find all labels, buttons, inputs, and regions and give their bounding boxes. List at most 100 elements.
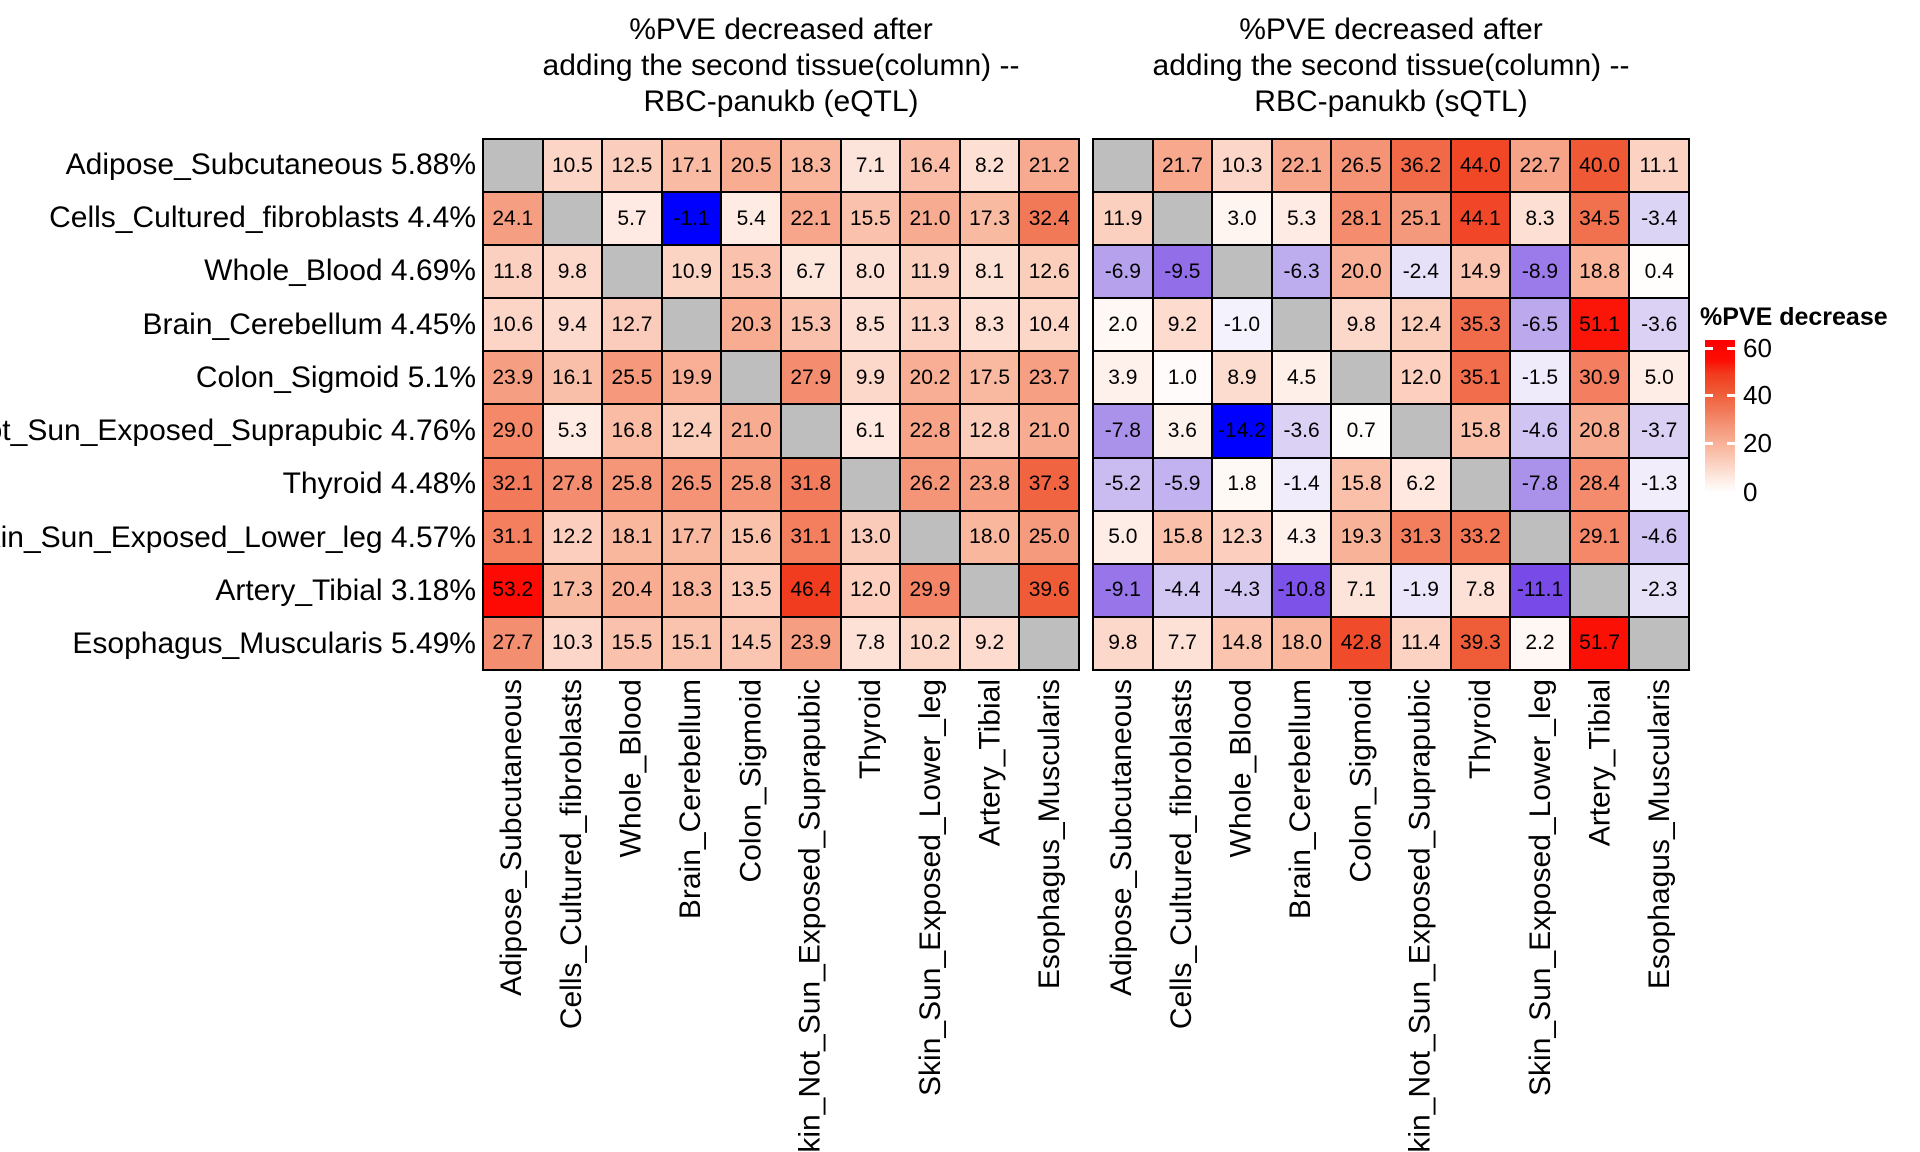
heatmap-cell: 12.7 (603, 299, 661, 351)
heatmap-cell: 17.1 (662, 140, 721, 192)
heatmap-cell: 15.8 (1332, 458, 1390, 510)
heatmap-na-cell (1153, 193, 1212, 245)
heatmap-cell: 11.1 (1630, 140, 1688, 192)
heatmap-cell: 26.5 (662, 458, 721, 510)
row-tissue-label: Brain_Cerebellum 4.45% (142, 307, 476, 341)
heatmap-sqtl: 21.7 10.3 22.1 26.5 36.2 44.0 22.7 40.0 11.1 11.9… (1092, 138, 1690, 671)
heatmap-cell: 22.8 (901, 405, 959, 457)
heatmap-cell: -1.3 (1630, 458, 1688, 510)
heatmap-cell: 11.9 (1094, 193, 1152, 245)
heatmap-cell: 13.0 (841, 511, 900, 563)
heatmap-cell: -4.4 (1153, 564, 1212, 616)
heatmap-cell: 17.7 (662, 511, 721, 563)
heatmap-cell: 18.8 (1570, 246, 1629, 298)
heatmap-cell: 39.3 (1451, 617, 1510, 669)
heatmap-cell: 11.9 (901, 246, 959, 298)
heatmap-cell: 14.8 (1213, 617, 1271, 669)
heatmap-cell: 32.1 (484, 458, 542, 510)
column-tissue-label-eqtl: Skin_Not_Sun_Exposed_Suprapubic (793, 679, 827, 1152)
heatmap-cell: -3.6 (1272, 405, 1331, 457)
column-tissue-label-eqtl: Adipose_Subcutaneous (494, 679, 528, 996)
heatmap-cell: -4.3 (1213, 564, 1271, 616)
legend-tick-label: 20 (1743, 428, 1772, 458)
heatmap-cell: 12.6 (1020, 246, 1078, 298)
heatmap-cell: 9.2 (960, 617, 1019, 669)
heatmap-cell: 2.0 (1094, 299, 1152, 351)
heatmap-cell: 28.4 (1570, 458, 1629, 510)
heatmap-cell: -14.2 (1213, 405, 1271, 457)
heatmap-cell: 24.1 (484, 193, 542, 245)
heatmap-cell: 23.9 (484, 352, 542, 404)
heatmap-cell: 21.0 (901, 193, 959, 245)
heatmap-cell: 17.5 (960, 352, 1019, 404)
heatmap-cell: 5.0 (1094, 511, 1152, 563)
heatmap-cell: 44.1 (1451, 193, 1510, 245)
column-tissue-label-eqtl: Artery_Tibial (973, 679, 1007, 847)
heatmap-cell: -5.9 (1153, 458, 1212, 510)
heatmap-cell: 23.8 (960, 458, 1019, 510)
heatmap-cell: 10.5 (543, 140, 602, 192)
heatmap-cell: 5.7 (603, 193, 661, 245)
heatmap-cell: 31.1 (781, 511, 840, 563)
heatmap-cell: 21.0 (722, 405, 780, 457)
heatmap-cell: 21.0 (1020, 405, 1078, 457)
heatmap-cell: -2.3 (1630, 564, 1688, 616)
heatmap-cell: 0.4 (1630, 246, 1688, 298)
row-tissue-label: Artery_Tibial 3.18% (215, 574, 476, 608)
heatmap-cell: 46.4 (781, 564, 840, 616)
row-tissue-label: Colon_Sigmoid 5.1% (195, 360, 476, 394)
heatmap-cell: -1.5 (1511, 352, 1569, 404)
heatmap-cell: 51.7 (1570, 617, 1629, 669)
heatmap-cell: 51.1 (1570, 299, 1629, 351)
column-tissue-label-sqtl: Adipose_Subcutaneous (1104, 679, 1138, 996)
heatmap-cell: 25.1 (1391, 193, 1450, 245)
row-tissue-label: Thyroid 4.48% (282, 467, 476, 501)
legend-tick-dash (1705, 442, 1713, 445)
heatmap-cell: 18.0 (960, 511, 1019, 563)
column-tissue-label-eqtl: Skin_Sun_Exposed_Lower_leg (913, 679, 947, 1096)
heatmap-cell: 31.3 (1391, 511, 1450, 563)
column-tissue-label-sqtl: Thyroid (1463, 679, 1497, 780)
heatmap-cell: 12.4 (1391, 299, 1450, 351)
heatmap-cell: 17.3 (543, 564, 602, 616)
heatmap-cell: -9.1 (1094, 564, 1152, 616)
heatmap-cell: 6.7 (781, 246, 840, 298)
heatmap-cell: 10.2 (901, 617, 959, 669)
heatmap-cell: 23.7 (1020, 352, 1078, 404)
heatmap-cell: 8.5 (841, 299, 900, 351)
heatmap-cell: 8.0 (841, 246, 900, 298)
legend-tick-dash (1705, 394, 1713, 397)
heatmap-cell: 3.6 (1153, 405, 1212, 457)
heatmap-cell: -3.4 (1630, 193, 1688, 245)
legend-tick-dash (1727, 394, 1735, 397)
heatmap-cell: 25.8 (603, 458, 661, 510)
column-tissue-label-sqtl: Cells_Cultured_fibroblasts (1164, 679, 1198, 1030)
column-tissue-label-sqtl: Skin_Not_Sun_Exposed_Suprapubic (1403, 679, 1437, 1152)
heatmap-cell: 5.0 (1630, 352, 1688, 404)
heatmap-cell: 19.3 (1332, 511, 1390, 563)
heatmap-eqtl: 10.5 12.5 17.1 20.5 18.3 7.1 16.4 8.2 21.2 24.1 5.… (482, 138, 1080, 671)
heatmap-cell: 10.4 (1020, 299, 1078, 351)
heatmap-cell: -4.6 (1511, 405, 1569, 457)
row-tissue-label: Cells_Cultured_fibroblasts 4.4% (49, 200, 476, 234)
heatmap-cell: 12.3 (1213, 511, 1271, 563)
heatmap-cell: 1.0 (1153, 352, 1212, 404)
heatmap-na-cell (960, 564, 1019, 616)
row-tissue-label: Whole_Blood 4.69% (204, 254, 476, 288)
heatmap-cell: 10.3 (543, 617, 602, 669)
heatmap-cell: -6.5 (1511, 299, 1569, 351)
heatmap-cell: 35.1 (1451, 352, 1510, 404)
heatmap-cell: 25.8 (722, 458, 780, 510)
column-tissue-label-sqtl: Esophagus_Muscularis (1643, 679, 1677, 990)
heatmap-cell: 9.8 (543, 246, 602, 298)
heatmap-cell: 15.6 (722, 511, 780, 563)
heatmap-cell: 5.3 (543, 405, 602, 457)
heatmap-na-cell (1272, 299, 1331, 351)
heatmap-cell: 35.3 (1451, 299, 1510, 351)
heatmap-cell: -5.2 (1094, 458, 1152, 510)
heatmap-cell: 8.3 (960, 299, 1019, 351)
heatmap-cell: 6.1 (841, 405, 900, 457)
heatmap-cell: 0.7 (1332, 405, 1390, 457)
heatmap-cell: 10.6 (484, 299, 542, 351)
